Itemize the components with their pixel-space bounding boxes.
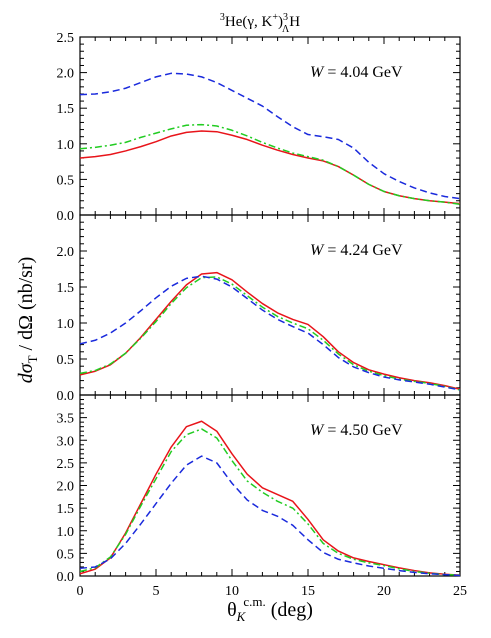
- y-tick-label: 0.5: [57, 353, 75, 368]
- series-line-green-dashdot: [79, 276, 461, 391]
- xlabel-sup: c.m.: [243, 594, 265, 609]
- y-axis-label: dσT / dΩ (nb/sr): [15, 257, 40, 384]
- y-tick-label: 2.0: [57, 245, 75, 260]
- ylabel-main: dσ: [15, 362, 37, 383]
- xlabel-rest: (deg): [266, 599, 313, 621]
- title-kplus: +: [272, 12, 278, 23]
- xlabel-sub: K: [236, 609, 247, 624]
- annotation-italic: W: [310, 242, 325, 259]
- y-tick-label: 0.5: [57, 547, 75, 562]
- chart-title: 3He(γ, K+)3 ΛH: [220, 12, 300, 35]
- x-tick-label: 15: [301, 584, 315, 599]
- title-sup-post: 3: [283, 12, 288, 23]
- x-tick-label: 5: [153, 584, 160, 599]
- y-tick-label: 0.0: [57, 389, 75, 404]
- y-tick-label: 2.0: [57, 67, 75, 82]
- panel-annotation: W = 4.50 GeV: [310, 422, 403, 439]
- x-tick-label: 25: [453, 584, 467, 599]
- panel-1: 0.0 0.5 1.0 1.5 2.0 2.5 W = 4.04 GeV: [57, 31, 461, 224]
- y-tick-label: 3.0: [57, 434, 75, 449]
- panel-annotation: W = 4.04 GeV: [310, 64, 403, 81]
- series-line-red-solid: [79, 130, 461, 205]
- y-tick-label: 2.5: [57, 457, 75, 472]
- x-tick-label: 20: [377, 584, 391, 599]
- annotation-rest: = 4.04 GeV: [323, 64, 403, 81]
- y-tick-label: 0.0: [57, 570, 75, 585]
- series-line-blue-dashed: [79, 72, 461, 200]
- panel-2: 0.0 0.5 1.0 1.5 2.0 W = 4.24 GeV: [57, 214, 461, 404]
- series-line-green-dashdot: [79, 428, 461, 576]
- y-tick-label: 1.0: [57, 317, 75, 332]
- x-tick-label: 0: [77, 584, 84, 599]
- ylabel-rest: / dΩ (nb/sr): [15, 257, 37, 356]
- panels-group: 0.0 0.5 1.0 1.5 2.0 2.5 W = 4.04 GeV 0.0 0.5 1.0 1…: [57, 31, 468, 599]
- panel-frame: [79, 394, 461, 577]
- title-close: ): [278, 14, 283, 30]
- series-line-green-dashdot: [79, 123, 461, 206]
- title-sup-pre: 3: [220, 12, 225, 23]
- annotation-rest: = 4.24 GeV: [323, 242, 403, 259]
- annotation-italic: W: [310, 64, 325, 81]
- x-axis-label: θKc.m. (deg): [227, 594, 313, 624]
- y-tick-label: 1.0: [57, 138, 75, 153]
- panel-frame: [79, 214, 461, 396]
- title-base: He(γ, K: [225, 14, 273, 30]
- y-tick-label: 1.5: [57, 281, 75, 296]
- annotation-rest: = 4.50 GeV: [323, 422, 403, 439]
- series-line-blue-dashed: [79, 455, 461, 577]
- panel-annotation: W = 4.24 GeV: [310, 242, 403, 259]
- y-tick-label: 2.0: [57, 480, 75, 495]
- xlabel-theta: θ: [227, 599, 237, 621]
- y-tick-label: 1.5: [57, 502, 75, 517]
- y-tick-label: 0.0: [57, 209, 75, 224]
- panel-3: 0.0 0.5 1.0 1.5 2.0 2.5 3.0 3.5 0 5 10 15 20 25 W = 4.…: [57, 394, 467, 599]
- y-tick-label: 3.5: [57, 412, 75, 427]
- y-tick-label: 2.5: [57, 31, 75, 46]
- annotation-italic: W: [310, 422, 325, 439]
- series-line-red-solid: [79, 271, 461, 390]
- y-tick-label: 0.5: [57, 173, 75, 188]
- x-tick-label: 10: [225, 584, 239, 599]
- title-tail: H: [289, 14, 300, 30]
- y-tick-label: 1.5: [57, 102, 75, 117]
- panel-frame: [79, 36, 461, 216]
- ylabel-sub: T: [25, 355, 40, 363]
- y-tick-label: 1.0: [57, 525, 75, 540]
- series-line-blue-dashed: [79, 275, 461, 391]
- series-line-red-solid: [79, 420, 461, 576]
- title-sub-post: Λ: [282, 24, 290, 35]
